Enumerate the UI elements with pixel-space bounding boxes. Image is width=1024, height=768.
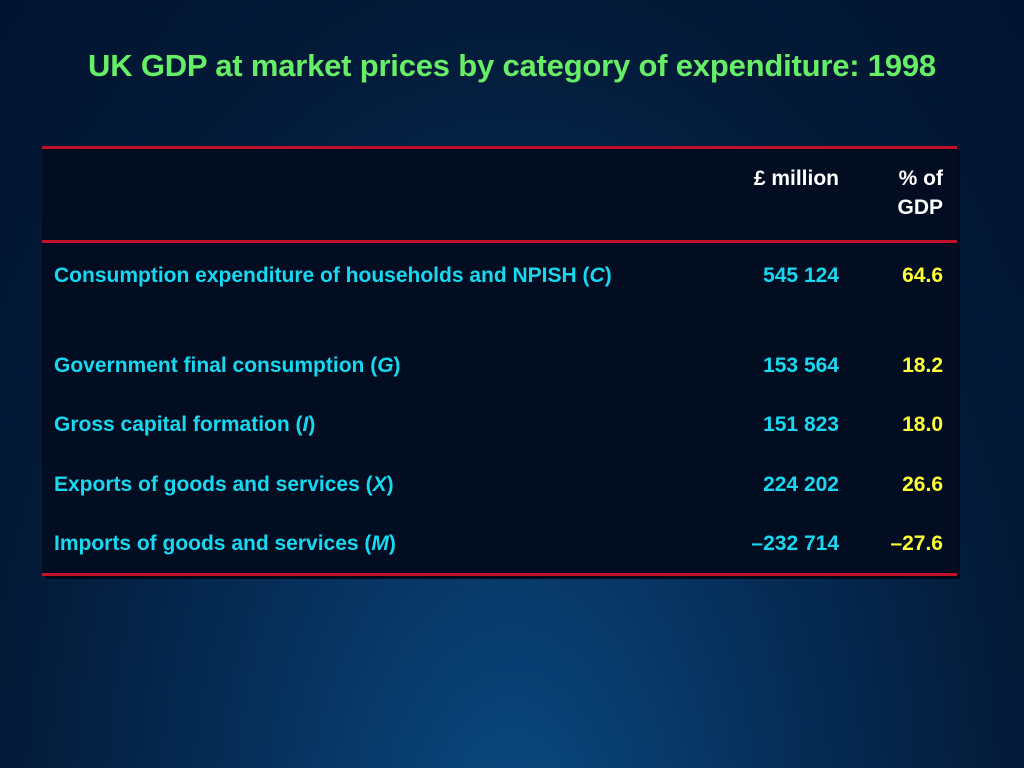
row-label: Exports of goods and services (X) bbox=[54, 470, 674, 499]
row-label-close: ) bbox=[386, 473, 394, 496]
row-label: Gross capital formation (I) bbox=[54, 410, 674, 439]
row-label-text: Government final consumption ( bbox=[54, 354, 378, 377]
row-label-close: ) bbox=[308, 413, 316, 436]
gdp-table: £ million % of GDP Consumption expenditu… bbox=[42, 146, 957, 576]
row-percent-value: 64.6 bbox=[902, 264, 943, 287]
row-label: Imports of goods and services (M) bbox=[54, 529, 674, 558]
table-header-rule bbox=[42, 240, 957, 243]
row-label-close: ) bbox=[388, 532, 396, 555]
row-label: Consumption expenditure of households an… bbox=[54, 261, 674, 290]
row-money-value: 153 564 bbox=[763, 354, 839, 377]
row-label-variable: I bbox=[302, 413, 309, 436]
row-label-variable: X bbox=[372, 473, 387, 496]
row-percent-value: 18.2 bbox=[902, 354, 943, 377]
row-money-value: 151 823 bbox=[763, 413, 839, 436]
header-money: £ million bbox=[753, 167, 839, 190]
row-label-close: ) bbox=[604, 264, 612, 287]
row-label: Government final consumption (G) bbox=[54, 351, 674, 380]
row-label-variable: C bbox=[589, 264, 605, 287]
header-percent-line1: % of bbox=[898, 167, 943, 190]
table-top-rule bbox=[42, 146, 957, 149]
row-money-value: –232 714 bbox=[751, 532, 839, 555]
row-percent-value: –27.6 bbox=[890, 532, 943, 555]
row-money-value: 545 124 bbox=[763, 264, 839, 287]
header-percent: % of GDP bbox=[863, 164, 943, 222]
header-percent-line2: GDP bbox=[897, 196, 943, 219]
row-label-text: Exports of goods and services ( bbox=[54, 473, 373, 496]
row-label-close: ) bbox=[393, 354, 401, 377]
row-label-text: Consumption expenditure of households an… bbox=[54, 264, 590, 287]
row-percent-value: 18.0 bbox=[902, 413, 943, 436]
row-money-value: 224 202 bbox=[763, 473, 839, 496]
row-label-variable: M bbox=[371, 532, 389, 555]
row-label-text: Imports of goods and services ( bbox=[54, 532, 372, 555]
row-percent-value: 26.6 bbox=[902, 473, 943, 496]
table-bottom-rule bbox=[42, 573, 957, 576]
row-label-variable: G bbox=[377, 354, 394, 377]
slide-title: UK GDP at market prices by category of e… bbox=[88, 48, 936, 83]
row-label-text: Gross capital formation ( bbox=[54, 413, 303, 436]
